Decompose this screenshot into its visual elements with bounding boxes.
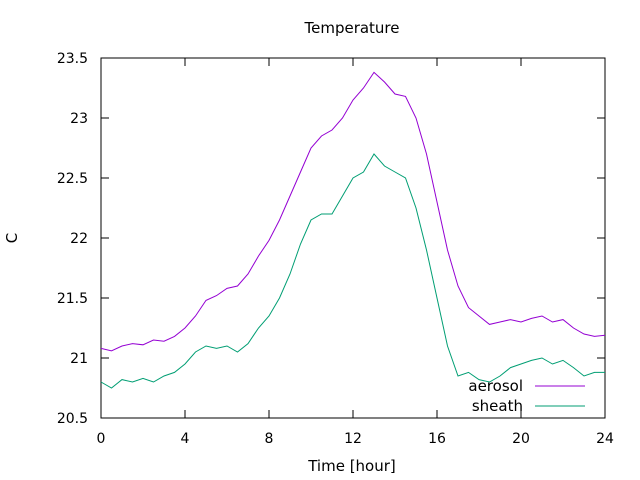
x-axis-label: Time [hour] — [307, 457, 396, 475]
plot-frame — [100, 57, 606, 419]
y-axis-label: C — [3, 233, 21, 243]
y-tick-label: 20.5 — [57, 411, 88, 427]
y-tick-label: 21 — [70, 351, 88, 367]
x-tick-label: 0 — [97, 431, 106, 447]
y-tick-label: 23 — [70, 111, 88, 127]
y-tick-label: 22.5 — [57, 171, 88, 187]
series-line-sheath — [100, 153, 605, 389]
x-tick-label: 24 — [596, 431, 614, 447]
x-tick-label: 8 — [265, 431, 274, 447]
plot-area: 0 4 8 12 16 20 24 20.5 21 21.5 22 22.5 23 23.5 aerosol… — [57, 51, 614, 447]
legend-label-aerosol: aerosol — [468, 377, 523, 395]
x-tick-label: 12 — [344, 431, 362, 447]
y-tick-label: 23.5 — [57, 51, 88, 67]
chart-title: Temperature — [303, 19, 399, 37]
y-tick-label: 22 — [70, 231, 88, 247]
y-tick-label: 21.5 — [57, 291, 88, 307]
x-tick-label: 4 — [181, 431, 190, 447]
x-tick-label: 20 — [512, 431, 530, 447]
series-line-aerosol — [100, 71, 606, 352]
x-tick-label: 16 — [428, 431, 446, 447]
legend-label-sheath: sheath — [472, 397, 523, 415]
